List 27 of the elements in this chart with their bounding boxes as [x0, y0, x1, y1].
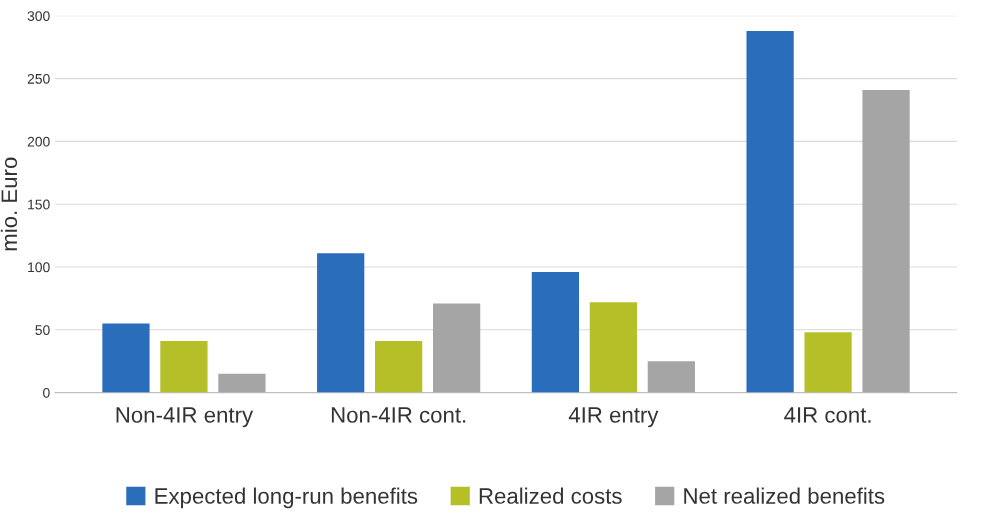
x-tick-label: 4IR entry [568, 407, 659, 428]
bar [102, 323, 150, 393]
bar [804, 332, 852, 393]
y-tick-label: 100 [28, 262, 50, 273]
bar [375, 341, 423, 393]
legend-label: Realized costs [479, 487, 622, 504]
bar [317, 253, 365, 393]
y-tick-label: 0 [43, 387, 50, 398]
y-tick-label: 250 [27, 73, 50, 84]
bar [647, 361, 695, 393]
y-tick-label: 150 [28, 199, 50, 210]
x-tick-label: Non-4IR cont. [331, 407, 466, 423]
bar [531, 272, 580, 393]
legend-label: Expected long-run benefits [155, 487, 418, 509]
bar [218, 373, 266, 393]
y-axis-title: mio. Euro [0, 157, 18, 251]
bar [746, 30, 794, 393]
bar [862, 89, 910, 393]
y-tick-label: 50 [35, 325, 50, 335]
bar [433, 303, 481, 393]
x-tick-label: 4IR cont. [784, 407, 871, 423]
y-tick-label: 200 [27, 136, 50, 147]
bar [160, 341, 208, 393]
x-tick-label: Non-4IR entry [116, 407, 254, 428]
legend-label: Net realized benefits [684, 487, 885, 504]
bar [589, 302, 637, 393]
y-tick-label: 300 [27, 11, 50, 21]
